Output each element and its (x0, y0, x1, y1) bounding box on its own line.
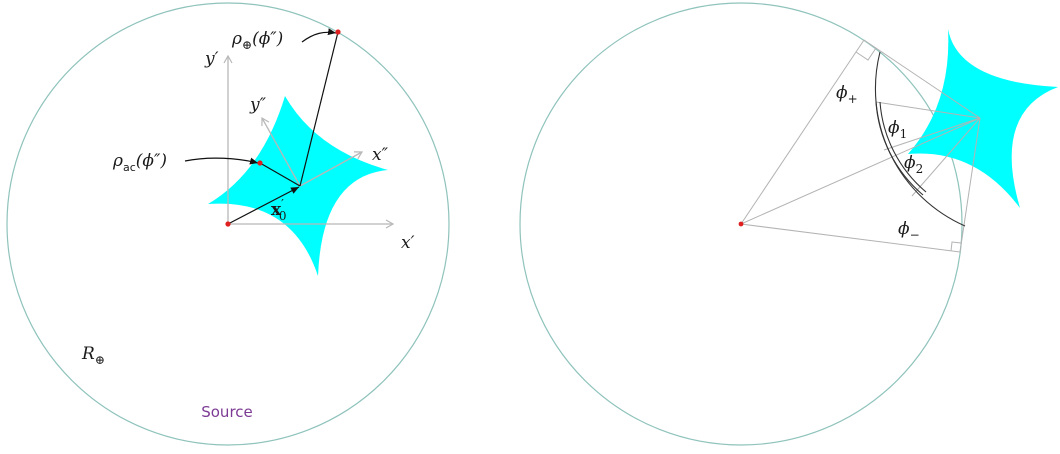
phi-1-sub: 1 (900, 127, 908, 141)
x-double-prime-label: x″ (372, 145, 389, 165)
rho-ac-label: ρac(ϕ″) (112, 151, 167, 174)
tangent-line-lower (959, 117, 981, 253)
rho-ac-pointer (184, 157, 259, 165)
right-caustic-shape (908, 29, 1058, 208)
left-panel: y′ x′ y″ x″ ρ⊕(ϕ″) ρac(ϕ″) x′ 0 R⊕ Source (6, 2, 450, 446)
phi-2-sub: 2 (916, 162, 924, 176)
radius-label: R⊕ (81, 344, 105, 367)
rho-oplus-segment (299, 31, 339, 187)
x0-vector (227, 186, 300, 225)
right-center-point (738, 221, 744, 227)
x0-base: x (271, 200, 282, 220)
radius-sub: ⊕ (95, 353, 105, 367)
rho-ac-segment (259, 162, 301, 187)
y-double-prime-axis (261, 116, 301, 187)
x0-sup: ′ (281, 197, 284, 211)
x-double-prime-axis (299, 151, 364, 187)
x0-sub: 0 (279, 209, 287, 223)
y-double-prime-label: y″ (249, 95, 267, 115)
left-caustic-shape (208, 96, 388, 276)
x0-label: x′ 0 (271, 197, 287, 223)
rho-oplus-arg: (ϕ″) (252, 29, 283, 49)
right-boundary-circle (519, 2, 963, 446)
ray-phi-2 (883, 117, 981, 151)
phi-plus-base: ϕ (836, 83, 848, 103)
caustic-point (257, 160, 263, 166)
rho-oplus-pointer (301, 28, 337, 43)
arc-phi-outer (875, 101, 924, 196)
phi-1-base: ϕ (888, 118, 900, 138)
source-label: Source (201, 403, 253, 421)
rho-ac-arg: (ϕ″) (136, 151, 167, 171)
phi-minus-base: ϕ (898, 219, 910, 239)
ray-phi-1 (875, 101, 981, 119)
rho-ac-sub: ac (123, 161, 136, 174)
origin-point (225, 221, 231, 227)
radius-base: R (81, 344, 95, 364)
phi-plus-sub: + (848, 92, 858, 106)
x-prime-label: x′ (401, 233, 415, 253)
phi-2-base: ϕ (904, 153, 916, 173)
y-prime-label: y′ (204, 49, 219, 69)
right-panel: ϕ+ ϕ1 ϕ2 ϕ− (519, 2, 1058, 446)
center-to-point-line (740, 117, 981, 225)
phi-2-label: ϕ2 (904, 153, 923, 176)
phi-plus-label: ϕ+ (836, 83, 858, 106)
rho-oplus-base: ρ (231, 29, 242, 49)
ray-phi-2-lower (911, 117, 981, 197)
rho-ac-base: ρ (112, 151, 123, 171)
tangent-radius-upper (740, 39, 865, 225)
phi-minus-label: ϕ− (898, 219, 920, 242)
right-angle-lower (950, 241, 962, 252)
phi-minus-sub: − (910, 228, 920, 242)
rho-oplus-label: ρ⊕(ϕ″) (231, 29, 283, 52)
rho-oplus-sub: ⊕ (242, 38, 252, 52)
boundary-point (335, 29, 341, 35)
right-angle-upper (855, 47, 877, 61)
source-boundary-circle (6, 2, 450, 446)
phi-1-label: ϕ1 (888, 118, 907, 141)
arc-phi-inner (879, 101, 927, 193)
tangent-line-upper (863, 39, 981, 119)
tangent-radius-lower (740, 223, 961, 253)
